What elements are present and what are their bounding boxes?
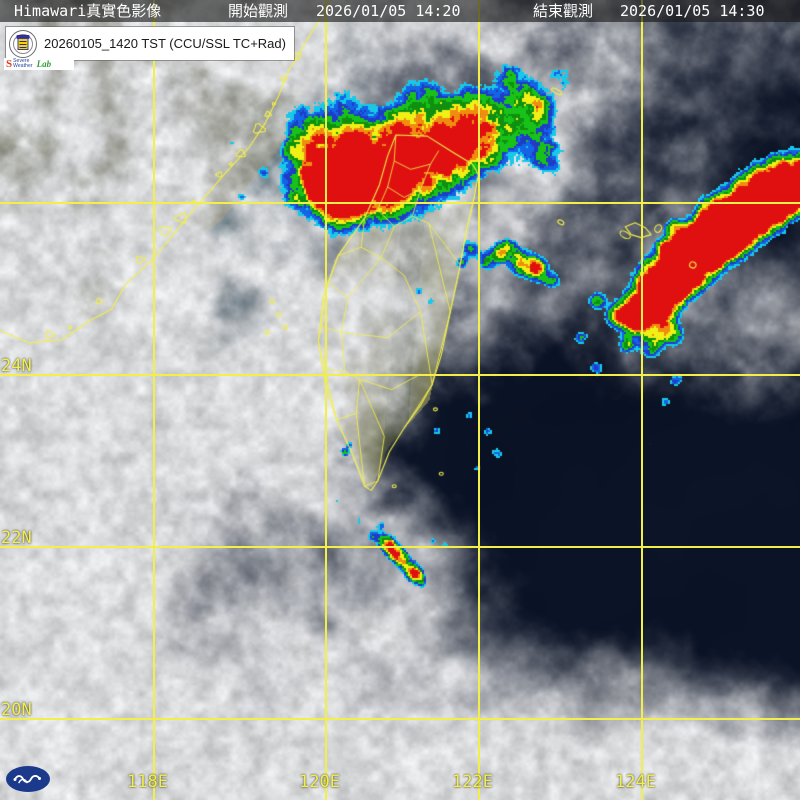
latitude-label-2: 20N [1,700,32,720]
observation-header-bar: Himawari真實色影像 開始觀測 2026/01/05 14:20 結束觀測… [0,0,800,22]
header-title: Himawari真實色影像 [14,2,162,20]
seal-core-shape [17,37,29,50]
grid-line-horizontal-2 [0,546,800,548]
start-time-value: 2026/01/05 14:20 [316,2,461,20]
caption-text: 20260105_1420 TST (CCU/SSL TC+Rad) [44,36,286,51]
latitude-label-0: 24N [1,356,32,376]
end-time-value: 2026/01/05 14:30 [620,2,765,20]
grid-line-vertical-2 [478,0,480,800]
cwb-logo-icon [6,766,50,792]
lab-logo-line2: Weather [13,63,33,69]
seal-cap-shape [16,34,30,39]
grid-line-vertical-3 [641,0,643,800]
grid-line-vertical-1 [325,0,327,800]
grid-line-horizontal-3 [0,718,800,720]
severe-weather-lab-logo: S Severe Weather Lab [4,58,74,70]
grid-line-horizontal-0 [0,202,800,204]
lab-logo-lab: Lab [36,58,52,69]
start-time-label: 開始觀測 [228,2,289,20]
longitude-label-3: 124E [615,772,656,792]
grid-line-vertical-0 [153,0,155,800]
end-time-label: 結束觀測 [533,2,594,20]
grid-line-horizontal-1 [0,374,800,376]
lab-logo-s: S [6,58,13,70]
longitude-label-0: 118E [127,772,168,792]
longitude-label-2: 122E [452,772,493,792]
image-caption-plate: 20260105_1420 TST (CCU/SSL TC+Rad) [6,27,294,60]
latitude-label-1: 22N [1,528,32,548]
longitude-label-1: 120E [299,772,340,792]
university-seal-icon [9,29,37,58]
lab-logo-line1: Severe [13,58,30,64]
